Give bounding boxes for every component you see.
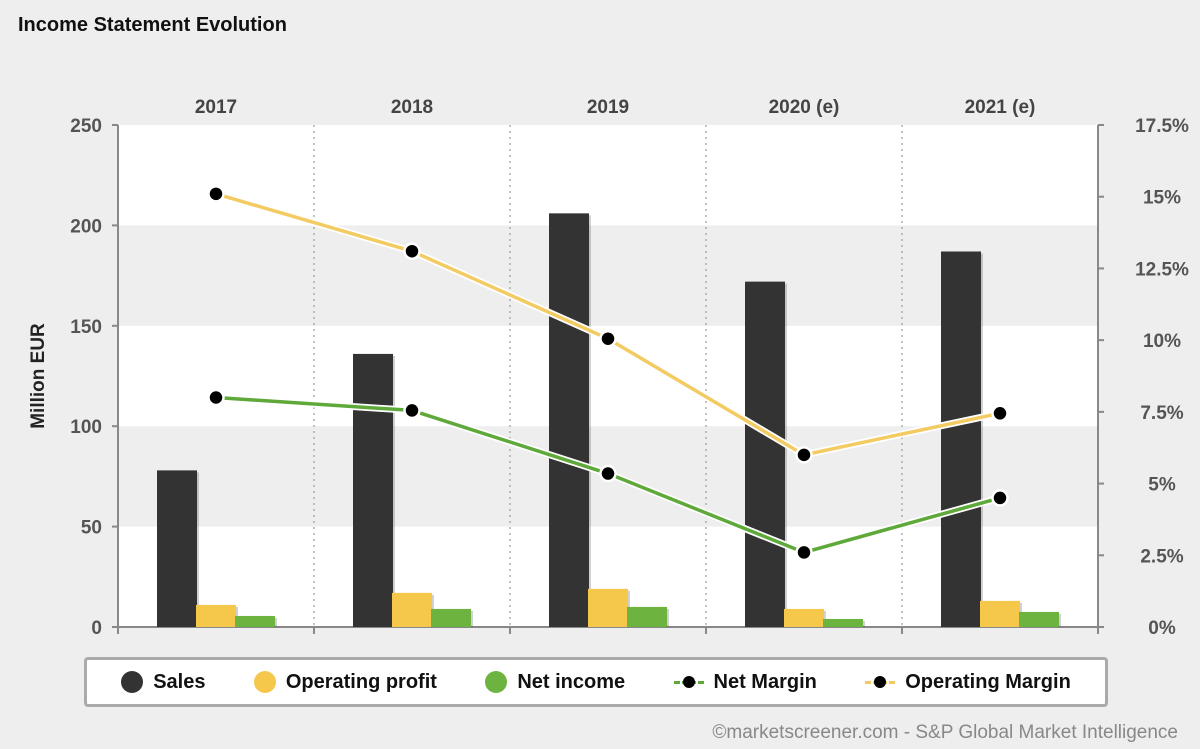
operating-profit-bar (392, 592, 432, 627)
sales-bar (353, 353, 393, 627)
sales-bar (745, 281, 785, 627)
net-income-bar (823, 618, 863, 627)
legend-item: Net Margin (673, 670, 817, 694)
right-tick-label: 10% (1143, 331, 1181, 352)
category-label: 2017 (195, 97, 237, 118)
left-tick-label: 200 (70, 216, 102, 237)
category-label: 2020 (e) (769, 97, 840, 118)
operating-profit-bar (588, 588, 628, 627)
right-tick-label: 0% (1148, 618, 1176, 639)
right-tick-label: 12.5% (1135, 259, 1189, 280)
legend-swatch-dot (253, 671, 276, 693)
legend-label: Net income (517, 670, 626, 693)
right-tick-label: 17.5% (1135, 116, 1189, 137)
legend-item: Operating Margin (865, 671, 1071, 694)
operating-margin-point (991, 404, 1009, 423)
net-income-bar (235, 615, 275, 627)
plot-bands (118, 125, 1098, 627)
legend-item: Sales (121, 671, 205, 694)
left-axis-ticks: 0 50 100 150 200 250 (70, 116, 118, 639)
legend: Sales Operating profit Net income Net Margi… (84, 657, 1108, 707)
bars (157, 213, 1061, 628)
legend-label: Operating Margin (905, 670, 1071, 693)
net-income-bar (627, 606, 667, 627)
right-tick-label: 2.5% (1140, 546, 1183, 567)
grid-band (118, 125, 1098, 226)
operating-margin-point (403, 242, 421, 260)
y-axis-label: Million EUR (28, 323, 49, 429)
net-margin-point (599, 464, 617, 483)
left-tick-label: 50 (81, 518, 102, 539)
net-margin-point (795, 543, 813, 562)
legend-swatch-line (673, 675, 704, 689)
operating-profit-bar (784, 608, 824, 627)
operating-profit-bar (196, 604, 236, 627)
right-axis-ticks: 0% 2.5% 5% 7.5% 10% 12.5% 15% 17.5% (1098, 116, 1189, 639)
legend-item: Operating profit (253, 670, 437, 694)
net-margin-point (207, 388, 225, 407)
sales-bar (549, 213, 589, 628)
left-tick-label: 150 (70, 317, 102, 338)
source-credit: ©marketscreener.com - S&P Global Market … (712, 722, 1178, 743)
legend-label: Operating profit (285, 670, 437, 693)
category-label: 2018 (391, 97, 433, 118)
net-income-bar (1019, 611, 1059, 627)
operating-margin-point (795, 446, 813, 464)
category-label: 2019 (587, 97, 629, 118)
operating-margin-point (207, 185, 225, 203)
operating-margin-point (599, 329, 617, 348)
category-labels: 2017 2018 2019 2020 (e) 2021 (e) (117, 97, 1099, 634)
category-label: 2021 (e) (965, 97, 1036, 118)
net-income-bar (431, 608, 471, 627)
right-tick-label: 15% (1143, 188, 1181, 209)
sales-bar (157, 470, 197, 627)
legend-label: Sales (153, 670, 206, 693)
right-tick-label: 5% (1148, 475, 1176, 496)
chart-title: Income Statement Evolution (18, 14, 287, 36)
legend-label: Net Margin (713, 670, 817, 693)
legend-swatch-line (865, 675, 896, 689)
plot-separators (313, 125, 903, 633)
left-tick-label: 100 (70, 417, 102, 438)
sales-bar (941, 251, 981, 627)
net-margin-point (991, 489, 1009, 507)
right-tick-label: 7.5% (1140, 403, 1183, 424)
left-tick-label: 250 (70, 116, 102, 137)
operating-profit-bar (980, 600, 1020, 627)
legend-item: Net income (485, 671, 625, 694)
margin-points (207, 185, 1009, 562)
legend-swatch-dot (121, 671, 144, 693)
legend-swatch-dot (485, 671, 508, 693)
grid-band (118, 225, 1098, 326)
left-tick-label: 0 (91, 618, 102, 639)
chart-svg: 0 50 100 150 200 250 0% 2.5% 5% 7.5% 10% 12.5% 15% 1… (28, 97, 1189, 639)
net-margin-point (403, 401, 421, 420)
